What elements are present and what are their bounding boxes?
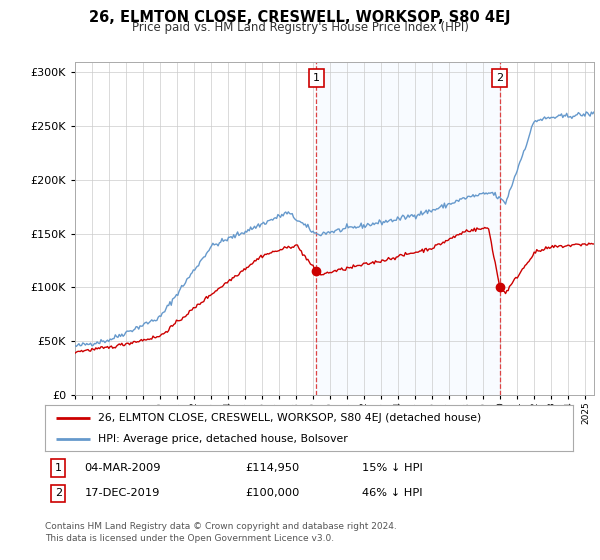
Text: 46% ↓ HPI: 46% ↓ HPI — [362, 488, 422, 498]
Text: 2: 2 — [55, 488, 62, 498]
Text: 1: 1 — [313, 73, 320, 83]
Bar — [316, 62, 500, 395]
Text: Price paid vs. HM Land Registry's House Price Index (HPI): Price paid vs. HM Land Registry's House … — [131, 21, 469, 34]
Text: 04-MAR-2009: 04-MAR-2009 — [85, 463, 161, 473]
Text: 26, ELMTON CLOSE, CRESWELL, WORKSOP, S80 4EJ (detached house): 26, ELMTON CLOSE, CRESWELL, WORKSOP, S80… — [98, 413, 481, 423]
Text: 1: 1 — [55, 463, 62, 473]
Text: 26, ELMTON CLOSE, CRESWELL, WORKSOP, S80 4EJ: 26, ELMTON CLOSE, CRESWELL, WORKSOP, S80… — [89, 10, 511, 25]
Text: 2: 2 — [496, 73, 503, 83]
Text: £100,000: £100,000 — [245, 488, 300, 498]
Text: 17-DEC-2019: 17-DEC-2019 — [85, 488, 160, 498]
Text: 15% ↓ HPI: 15% ↓ HPI — [362, 463, 422, 473]
Text: Contains HM Land Registry data © Crown copyright and database right 2024.
This d: Contains HM Land Registry data © Crown c… — [45, 522, 397, 543]
Text: £114,950: £114,950 — [245, 463, 300, 473]
Text: HPI: Average price, detached house, Bolsover: HPI: Average price, detached house, Bols… — [98, 435, 347, 444]
